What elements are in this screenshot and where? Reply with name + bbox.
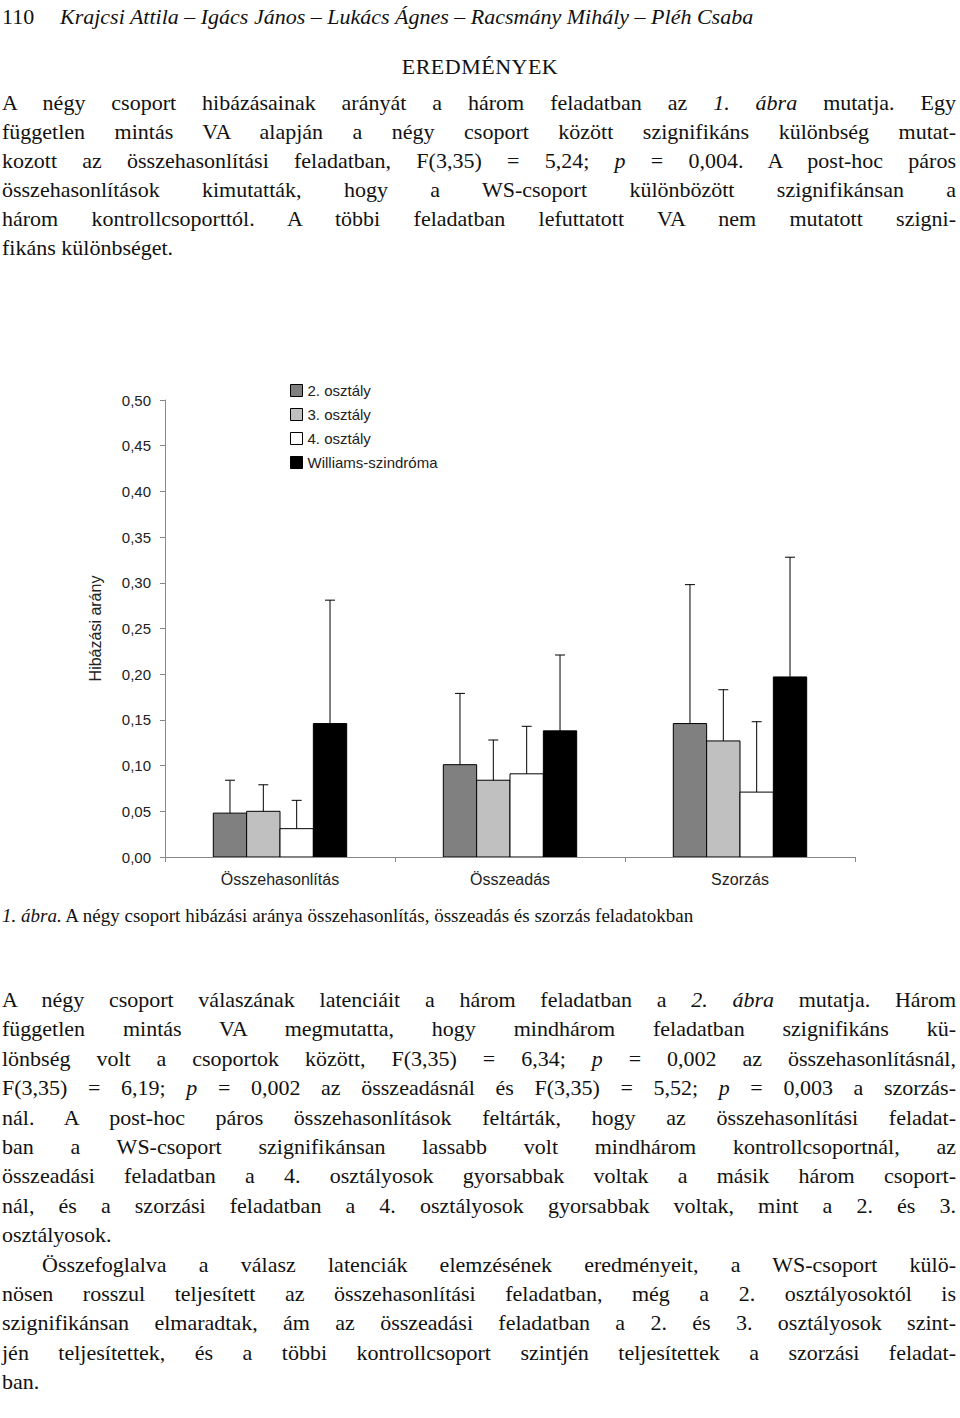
- svg-text:0,10: 0,10: [122, 757, 151, 774]
- html-text:nösen rosszul teljesített az ö: nösen rosszul teljesített az összehasonl…: [2, 1281, 956, 1306]
- svg-text:0,25: 0,25: [122, 620, 151, 637]
- svg-text:0,15: 0,15: [122, 711, 151, 728]
- html-text:Krajcsi Attila – Igács János –: Krajcsi Attila – Igács János – Lukács Ág…: [60, 4, 754, 29]
- svg-text:0,30: 0,30: [122, 574, 151, 591]
- html-text:nál. A post-hoc páros összehas: nál. A post-hoc páros összehasonlítások …: [2, 1104, 956, 1130]
- svg-text:4. osztály: 4. osztály: [308, 430, 372, 447]
- svg-text:0,40: 0,40: [122, 483, 151, 500]
- html-text:három kontrollcsoporttól. A tö: három kontrollcsoporttól. A többi felada…: [2, 206, 956, 231]
- svg-text:0,05: 0,05: [122, 803, 151, 820]
- html-text:110: 110: [2, 4, 35, 29]
- html-text:osztályosok.: osztályosok.: [2, 1222, 112, 1248]
- svg-text:Hibázási arány: Hibázási arány: [87, 576, 104, 682]
- html-text:szignifikánsan elmaradtak, ám: szignifikánsan elmaradtak, ám az összead…: [2, 1310, 956, 1336]
- svg-text:Szorzás: Szorzás: [711, 871, 769, 888]
- svg-text:2. osztály: 2. osztály: [308, 382, 372, 399]
- html-text:ban.: ban.: [2, 1369, 40, 1395]
- html-text:fikáns különbséget.: fikáns különbséget.: [2, 235, 174, 260]
- html-text:A négy csoport hibázásainak ar: A négy csoport hibázásainak arányát a há…: [2, 90, 956, 115]
- svg-text:0,45: 0,45: [122, 437, 151, 454]
- html-text:lönbség volt a csoportok közöt: lönbség volt a csoportok között, F(3,35)…: [2, 1045, 956, 1071]
- html-text:EREDMÉNYEK: EREDMÉNYEK: [401, 54, 559, 79]
- svg-text:0,35: 0,35: [122, 529, 151, 546]
- svg-text:Összehasonlítás: Összehasonlítás: [221, 871, 339, 888]
- html-text:független mintás VA megmutatta: független mintás VA megmutatta, hogy min…: [2, 1016, 956, 1042]
- svg-text:0,20: 0,20: [122, 666, 151, 683]
- html-text:összeadási feladatban a 4. osz: összeadási feladatban a 4. osztályosok g…: [2, 1163, 956, 1189]
- html-text:jén teljesítettek, és a többi: jén teljesítettek, és a többi kontrollcs…: [2, 1339, 956, 1365]
- html-text:1. ábra. A négy csoport hibázá: 1. ábra. A négy csoport hibázási aránya …: [2, 905, 694, 926]
- html-text:független mintás VA alapján a: független mintás VA alapján a négy csopo…: [2, 119, 956, 144]
- html-text:Összefoglalva a válasz latenci: Összefoglalva a válasz latenciák elemzés…: [42, 1251, 956, 1277]
- html-text:nál, és a szorzási feladatban: nál, és a szorzási feladatban a 4. osztá…: [2, 1192, 956, 1218]
- svg-text:0,00: 0,00: [122, 849, 151, 866]
- html-text:A négy csoport válaszának late: A négy csoport válaszának latenciáit a h…: [2, 987, 956, 1012]
- svg-text:Williams-szindróma: Williams-szindróma: [308, 454, 439, 471]
- svg-text:Összeadás: Összeadás: [470, 871, 550, 888]
- html-text:F(3,35) = 6,19; p = 0,002 az ö: F(3,35) = 6,19; p = 0,002 az összeadásná…: [2, 1075, 956, 1101]
- svg-text:0,50: 0,50: [122, 392, 151, 409]
- html-text:kozott az összehasonlítási fel: kozott az összehasonlítási feladatban, F…: [2, 148, 956, 173]
- html-text:ban a WS-csoport szignifikánsa: ban a WS-csoport szignifikánsan lassabb …: [2, 1134, 956, 1159]
- html-text:összehasonlítások kimutatták,: összehasonlítások kimutatták, hogy a WS-…: [2, 177, 956, 202]
- svg-text:3. osztály: 3. osztály: [308, 406, 372, 423]
